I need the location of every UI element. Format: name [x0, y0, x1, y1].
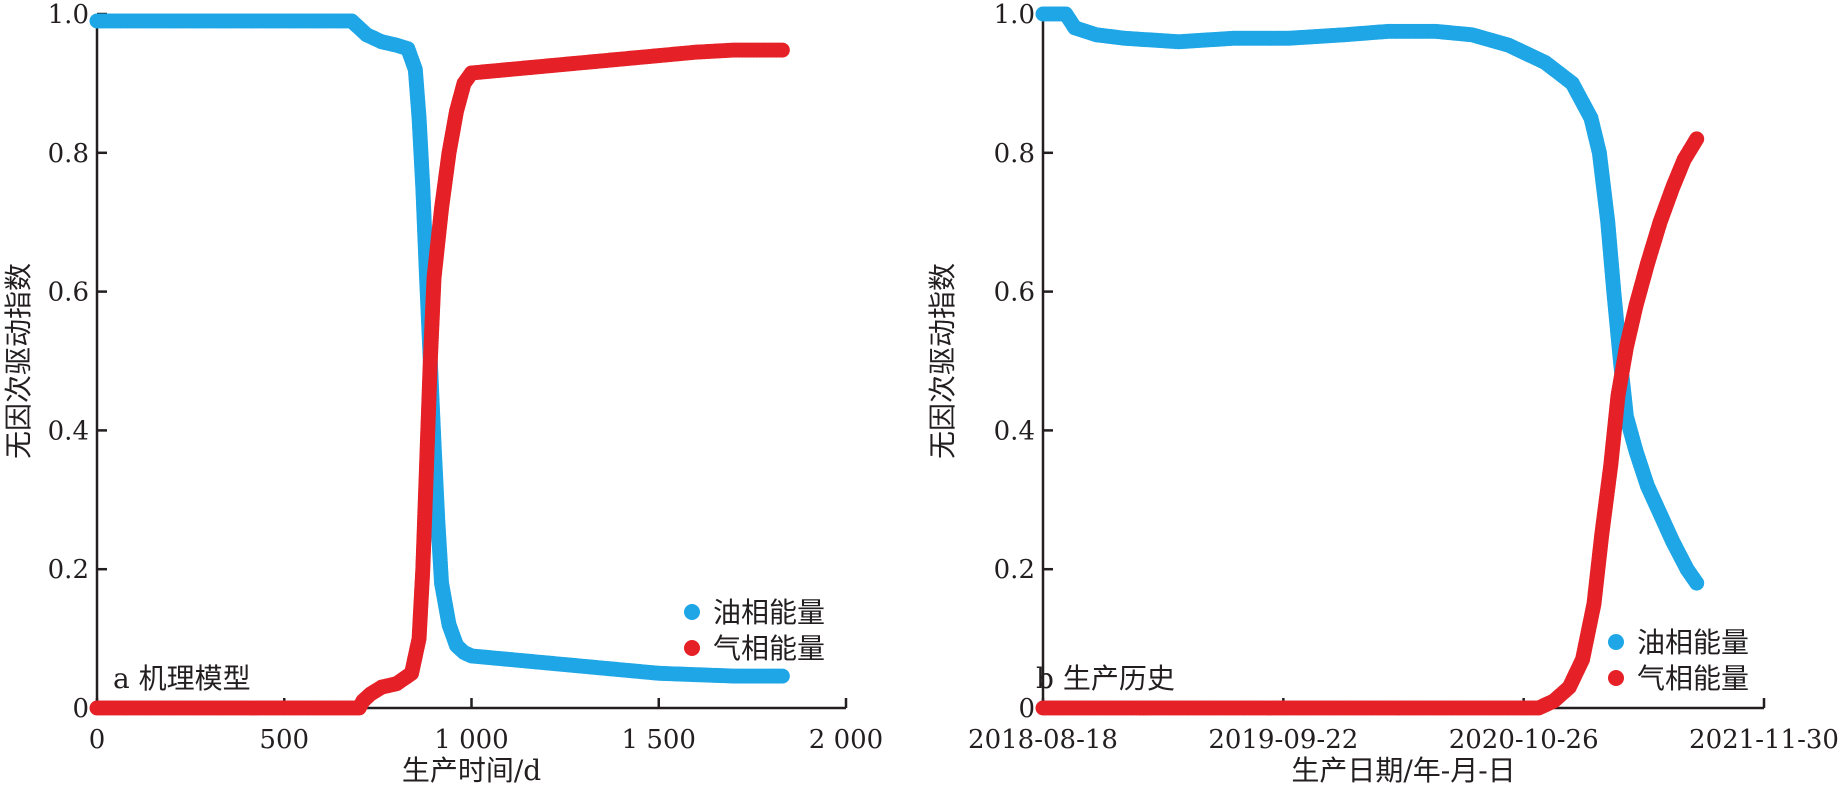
y-tick-label: 0 — [72, 694, 89, 724]
series-oil — [1035, 6, 1705, 591]
panel-label: a 机理模型 — [113, 662, 251, 695]
x-axis-title: 生产时间/d — [402, 754, 541, 787]
legend-marker-gas — [684, 640, 700, 656]
y-axis-title: 无因次驱动指数 — [2, 263, 35, 459]
y-tick-label: 0.8 — [994, 139, 1035, 169]
x-tick-label: 2 000 — [809, 725, 883, 755]
x-tick-label: 2019-09-22 — [1208, 725, 1358, 755]
legend-label-gas: 气相能量 — [713, 632, 825, 665]
x-axis-title: 生产日期/年-月-日 — [1291, 754, 1515, 787]
y-tick-label: 0.6 — [994, 278, 1035, 308]
legend-label-oil: 油相能量 — [713, 596, 825, 629]
y-tick-label: 0.2 — [994, 555, 1035, 585]
y-tick-label: 1.0 — [48, 0, 89, 30]
y-axis-title: 无因次驱动指数 — [926, 263, 959, 459]
x-tick-label: 1 500 — [622, 725, 696, 755]
y-tick-label: 0 — [1018, 694, 1035, 724]
panel-label: b 生产历史 — [1036, 662, 1175, 695]
series-gas — [89, 42, 790, 716]
legend-marker-gas — [1608, 670, 1624, 686]
y-tick-label: 0.6 — [48, 278, 89, 308]
x-tick-label: 0 — [89, 725, 106, 755]
legend-label-gas: 气相能量 — [1637, 662, 1749, 695]
legend-marker-oil — [684, 604, 700, 620]
legend-label-oil: 油相能量 — [1637, 626, 1749, 659]
y-tick-label: 0.4 — [994, 416, 1035, 446]
y-tick-label: 0.4 — [48, 416, 89, 446]
x-tick-label: 2020-10-26 — [1449, 725, 1599, 755]
x-tick-label: 1 000 — [434, 725, 508, 755]
x-tick-label: 2018-08-18 — [968, 725, 1118, 755]
chart-panel-a: 0 0.2 0.4 0.6 0.8 1.0 0 500 1 000 1 500 2 000 生产时间/… — [2, 0, 883, 787]
y-tick-label: 0.8 — [48, 139, 89, 169]
series-gas — [1035, 131, 1705, 716]
y-tick-label: 0.2 — [48, 555, 89, 585]
data-point — [1689, 575, 1705, 591]
data-point — [774, 668, 790, 684]
data-point — [774, 42, 790, 58]
chart-panel-b: 0 0.2 0.4 0.6 0.8 1.0 2018-08-18 2019-09-22 2020… — [926, 0, 1839, 787]
data-point — [1689, 131, 1705, 147]
y-tick-label: 1.0 — [994, 0, 1035, 30]
legend-marker-oil — [1608, 634, 1624, 650]
x-tick-label: 500 — [259, 725, 309, 755]
series-oil — [89, 13, 790, 684]
x-tick-label: 2021-11-30 — [1689, 725, 1839, 755]
